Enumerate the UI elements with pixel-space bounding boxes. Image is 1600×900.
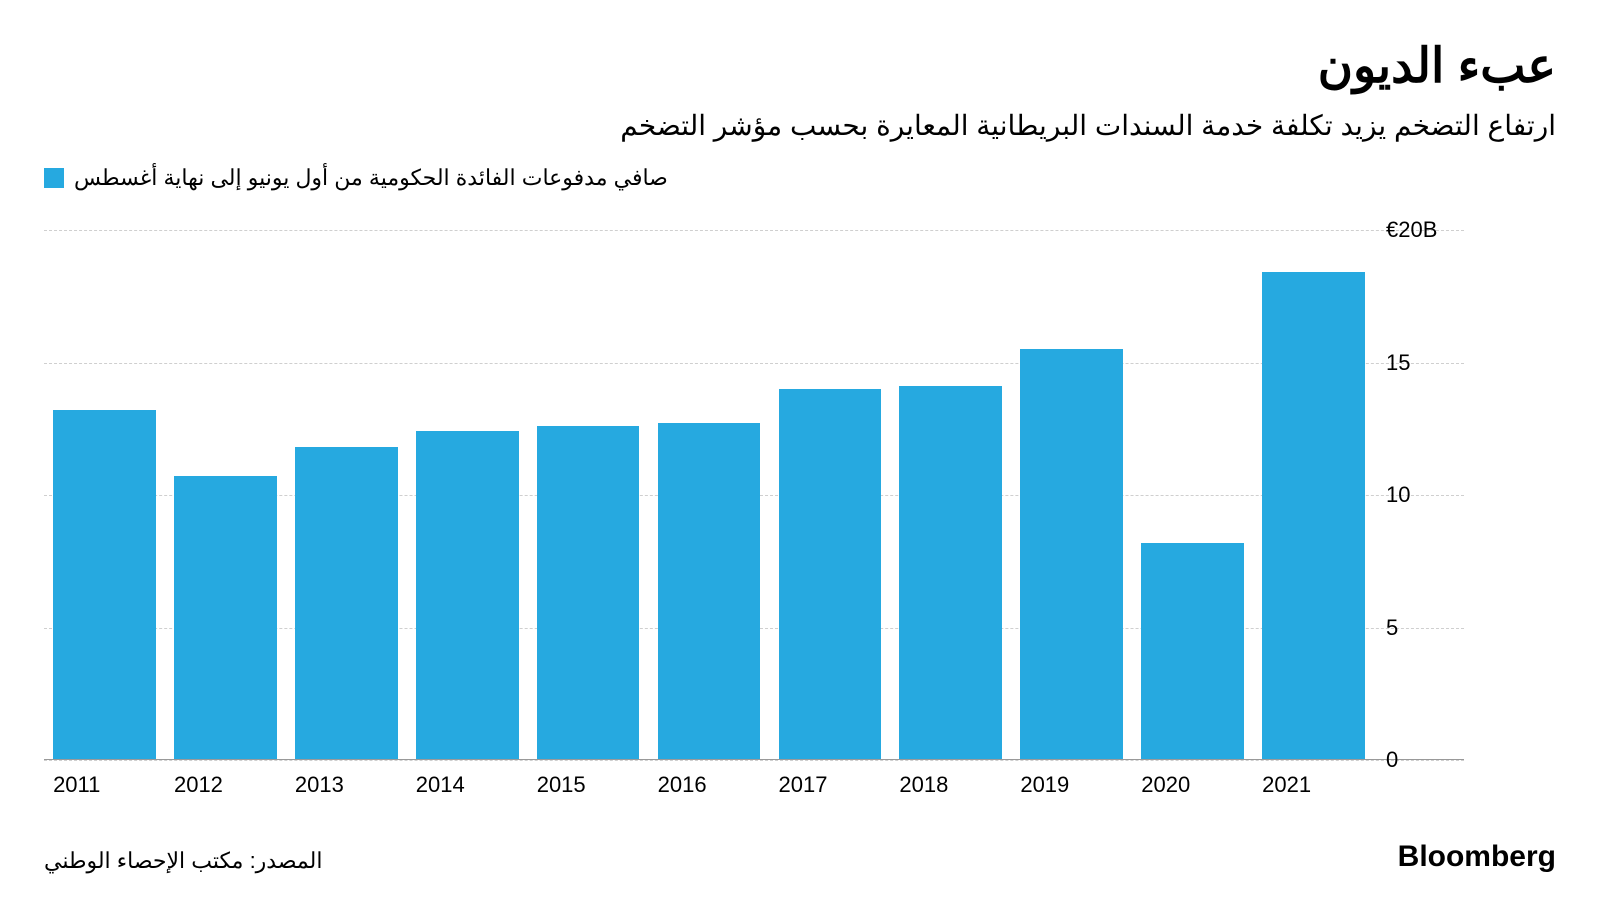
plot-area xyxy=(44,230,1464,760)
x-tick-label: 2016 xyxy=(658,772,761,798)
y-tick-label: 15 xyxy=(1386,350,1476,376)
y-tick-label: 10 xyxy=(1386,482,1476,508)
x-tick-label: 2013 xyxy=(295,772,398,798)
legend-text: صافي مدفوعات الفائدة الحكومية من أول يون… xyxy=(74,165,668,191)
x-tick-label: 2015 xyxy=(537,772,640,798)
bar xyxy=(174,476,277,760)
gridline xyxy=(44,760,1464,761)
x-tick-label: 2018 xyxy=(899,772,1002,798)
chart-card: عبء الديون ارتفاع التضخم يزيد تكلفة خدمة… xyxy=(0,0,1600,900)
x-tick-label: 2012 xyxy=(174,772,277,798)
x-tick-label: 2019 xyxy=(1020,772,1123,798)
x-axis-labels: 2011 2012 2013 2014 2015 2016 2017 2018 2019 2020… xyxy=(44,768,1464,802)
bar xyxy=(1020,349,1123,760)
x-tick-label: 2020 xyxy=(1141,772,1244,798)
bar xyxy=(537,426,640,760)
y-tick-label: €20B xyxy=(1386,217,1476,243)
x-tick-label: 2021 xyxy=(1262,772,1365,798)
x-tick-label: 2014 xyxy=(416,772,519,798)
plot xyxy=(44,230,1464,760)
x-tick-label: 2011 xyxy=(53,772,156,798)
x-tick-label: 2017 xyxy=(779,772,882,798)
legend: صافي مدفوعات الفائدة الحكومية من أول يون… xyxy=(44,165,1556,191)
bar xyxy=(1141,543,1244,760)
bar xyxy=(416,431,519,760)
bar xyxy=(295,447,398,760)
chart-subtitle: ارتفاع التضخم يزيد تكلفة خدمة السندات ال… xyxy=(44,106,1556,145)
bar xyxy=(53,410,156,760)
source-text: المصدر: مكتب الإحصاء الوطني xyxy=(44,848,322,874)
y-tick-label: 5 xyxy=(1386,615,1476,641)
bar xyxy=(779,389,882,760)
footer: Bloomberg المصدر: مكتب الإحصاء الوطني xyxy=(44,840,1556,874)
bar xyxy=(899,386,1002,760)
chart-title: عبء الديون xyxy=(44,38,1556,96)
legend-swatch xyxy=(44,168,64,188)
bar xyxy=(658,423,761,760)
bar xyxy=(1262,272,1365,760)
y-axis-labels: 051015€20B xyxy=(1386,230,1476,760)
brand-logo: Bloomberg xyxy=(1398,840,1556,874)
